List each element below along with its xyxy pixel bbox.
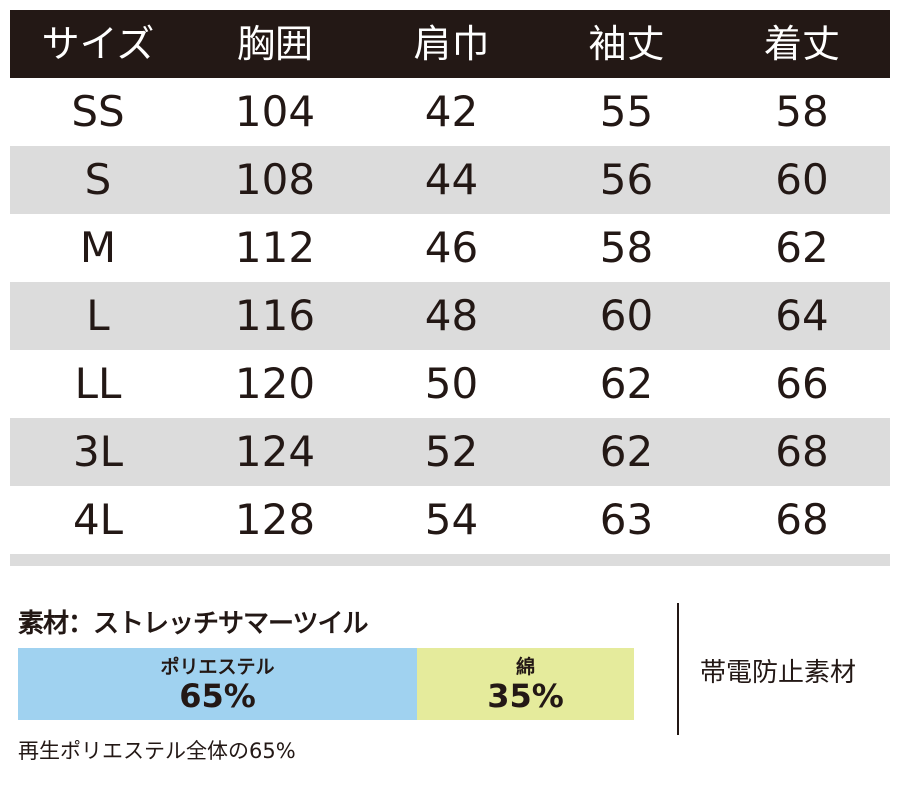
cotton-percent: 35% bbox=[487, 677, 564, 715]
table-cell: 120 bbox=[234, 359, 316, 408]
table-cell: 64 bbox=[775, 291, 829, 340]
table-cell: 54 bbox=[424, 495, 479, 544]
table-cell: L bbox=[86, 291, 110, 340]
table-cell: 112 bbox=[234, 223, 316, 272]
header-size: サイズ bbox=[41, 22, 155, 66]
table-cell: 68 bbox=[775, 427, 829, 476]
table-row: 3L 124 52 62 68 bbox=[10, 418, 890, 486]
table-cell: 3L bbox=[72, 427, 124, 476]
table-cell: 46 bbox=[424, 223, 479, 272]
table-cell: 55 bbox=[599, 87, 654, 136]
table-row: L 116 48 60 64 bbox=[10, 282, 890, 350]
table-cell: 60 bbox=[775, 155, 829, 204]
table-cell: 116 bbox=[234, 291, 316, 340]
table-cell: S bbox=[84, 155, 112, 204]
table-row: LL 120 50 62 66 bbox=[10, 350, 890, 418]
table-cell: 52 bbox=[424, 427, 479, 476]
table-cell: M bbox=[79, 223, 117, 272]
table-row: 4L 128 54 63 68 bbox=[10, 486, 890, 554]
header-sleeve: 袖丈 bbox=[588, 22, 665, 66]
table-cell: 50 bbox=[424, 359, 479, 408]
table-cell: 44 bbox=[424, 155, 479, 204]
divider bbox=[677, 603, 679, 735]
table-row: SS 104 42 55 58 bbox=[10, 78, 890, 146]
polyester-label: ポリエステル bbox=[160, 656, 275, 678]
header-length: 着丈 bbox=[763, 22, 840, 66]
table-cell: 63 bbox=[599, 495, 654, 544]
cotton-label: 綿 bbox=[515, 656, 535, 678]
table-cell: 56 bbox=[599, 155, 654, 204]
table-cell: 4L bbox=[72, 495, 124, 544]
table-cell: 124 bbox=[234, 427, 316, 476]
table-cell: 128 bbox=[234, 495, 316, 544]
table-cell: 58 bbox=[599, 223, 654, 272]
table-cell: SS bbox=[71, 87, 125, 136]
table-cell: 104 bbox=[234, 87, 316, 136]
header-shoulder: 肩巾 bbox=[413, 22, 490, 66]
polyester-bar: ポリエステル 65% bbox=[18, 648, 417, 720]
table-cell: 60 bbox=[599, 291, 654, 340]
material-title: 素材：ストレッチサマーツイル bbox=[18, 609, 368, 639]
table-cell: 42 bbox=[424, 87, 479, 136]
table-row: S 108 44 56 60 bbox=[10, 146, 890, 214]
table-cell: 62 bbox=[599, 427, 654, 476]
table-cell: 58 bbox=[775, 87, 829, 136]
header-chest: 胸囲 bbox=[236, 22, 313, 66]
polyester-percent: 65% bbox=[179, 677, 256, 715]
table-cell: 68 bbox=[775, 495, 829, 544]
size-chart-table: サイズ 胸囲 肩巾 袖丈 着丈 SS 104 42 55 58 S 108 44 56 60 M 11… bbox=[10, 10, 890, 554]
table-cell: 108 bbox=[234, 155, 316, 204]
table-cell: 66 bbox=[775, 359, 829, 408]
table-cell: 48 bbox=[424, 291, 479, 340]
recycled-note: 再生ポリエステル全体の65% bbox=[18, 739, 296, 763]
table-row: M 112 46 58 62 bbox=[10, 214, 890, 282]
table-cell: LL bbox=[74, 359, 122, 408]
table-cell: 62 bbox=[775, 223, 829, 272]
table-header: サイズ 胸囲 肩巾 袖丈 着丈 bbox=[10, 10, 890, 78]
table-cell: 62 bbox=[599, 359, 654, 408]
cotton-bar: 綿 35% bbox=[417, 648, 634, 720]
antistatic-feature: 帯電防止素材 bbox=[700, 658, 857, 688]
table-bottom-band bbox=[10, 554, 890, 566]
